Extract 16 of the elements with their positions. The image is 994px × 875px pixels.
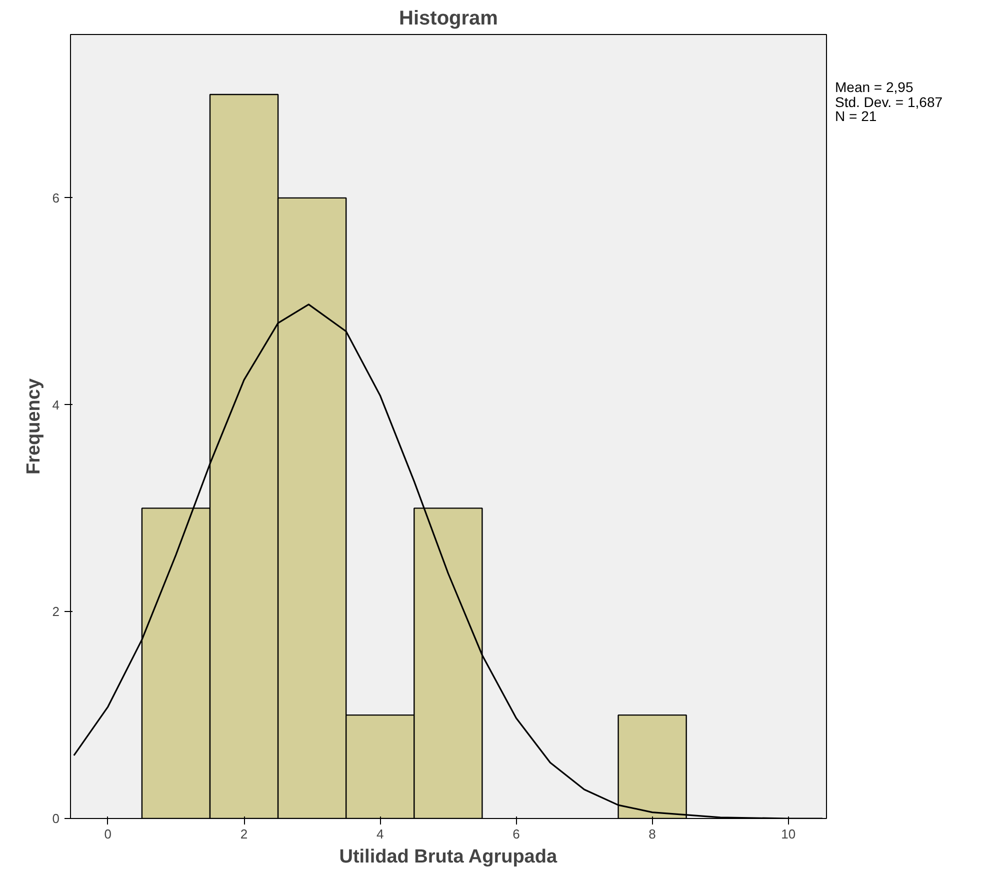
x-axis-title: Utilidad Bruta Agrupada: [339, 846, 558, 868]
chart-title: Histogram: [399, 8, 498, 30]
x-tick-label: 2: [240, 826, 248, 842]
x-tick-label: 0: [104, 826, 112, 842]
x-tick-label: 10: [781, 826, 796, 842]
text: N = 21: [835, 108, 877, 124]
x-tick-label: 6: [512, 826, 520, 842]
x-tick-label: 8: [648, 826, 656, 842]
y-tick-label: 6: [52, 190, 60, 206]
text: Std. Dev. = 1,687: [835, 94, 943, 110]
y-tick-label: 2: [52, 604, 60, 620]
y-tick-label: 4: [52, 397, 60, 412]
text: Mean = 2,95: [835, 79, 914, 95]
x-tick-label: 4: [376, 826, 384, 842]
y-axis-title: Frequency: [23, 378, 44, 475]
y-tick-label: 0: [52, 811, 60, 826]
